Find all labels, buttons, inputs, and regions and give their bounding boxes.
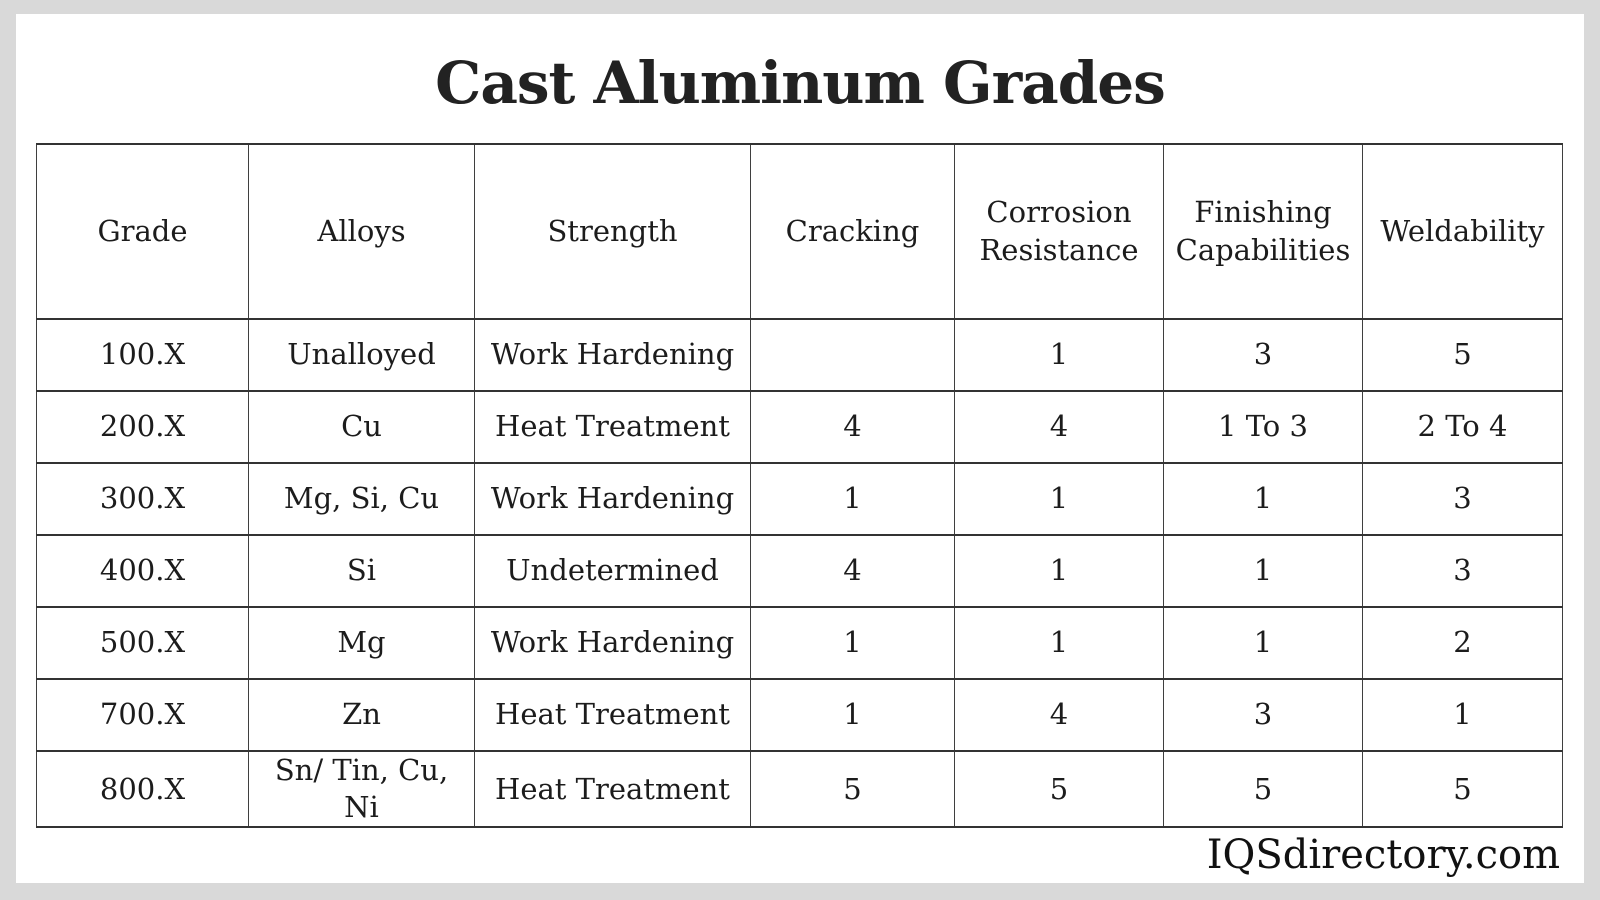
table-cell: 800.X <box>36 749 249 829</box>
table-cell: Zn <box>248 678 475 752</box>
table-cell: 2 <box>1362 606 1563 680</box>
watermark: IQSdirectory.com <box>1206 832 1560 878</box>
table-row: 700.X Zn Heat Treatment 1 4 3 1 <box>36 678 1563 752</box>
grades-table: Grade Alloys Strength Cracking Corrosion… <box>36 143 1563 829</box>
table-row: 400.X Si Undetermined 4 1 1 3 <box>36 534 1563 608</box>
table-cell: 5 <box>750 749 955 829</box>
table-cell <box>750 318 955 392</box>
table-cell: 200.X <box>36 390 249 464</box>
table-cell: Sn/ Tin, Cu, Ni <box>248 749 475 829</box>
table-cell: 3 <box>1163 318 1363 392</box>
table-cell: 1 <box>750 606 955 680</box>
page-title: Cast Aluminum Grades <box>435 49 1166 117</box>
table-cell: 1 <box>954 318 1164 392</box>
table-cell: 4 <box>750 390 955 464</box>
table-cell: 4 <box>750 534 955 608</box>
table-cell: 500.X <box>36 606 249 680</box>
table-header-row: Grade Alloys Strength Cracking Corrosion… <box>36 143 1563 320</box>
table-cell: Undetermined <box>474 534 751 608</box>
table-cell: 1 <box>750 462 955 536</box>
table-cell: 2 To 4 <box>1362 390 1563 464</box>
table-cell: 100.X <box>36 318 249 392</box>
table-cell: 300.X <box>36 462 249 536</box>
table-cell: Work Hardening <box>474 462 751 536</box>
table-row: 500.X Mg Work Hardening 1 1 1 2 <box>36 606 1563 680</box>
table-cell: 1 <box>954 534 1164 608</box>
table-row: 100.X Unalloyed Work Hardening 1 3 5 <box>36 318 1563 392</box>
table-cell: Work Hardening <box>474 318 751 392</box>
table-cell: 1 <box>1362 678 1563 752</box>
table-cell: 5 <box>1362 318 1563 392</box>
table-cell: 1 <box>954 606 1164 680</box>
table-cell: 400.X <box>36 534 249 608</box>
table-row: 800.X Sn/ Tin, Cu, Ni Heat Treatment 5 5 5 5 <box>36 749 1563 829</box>
table-cell: 5 <box>1163 749 1363 829</box>
column-header-strength: Strength <box>474 143 751 320</box>
table-cell: 4 <box>954 390 1164 464</box>
table-cell: Cu <box>248 390 475 464</box>
table-cell: 1 To 3 <box>1163 390 1363 464</box>
page: Cast Aluminum Grades Grade Alloys Streng… <box>16 14 1584 883</box>
grades-table-body: 100.X Unalloyed Work Hardening 1 3 5 200.X Cu He… <box>36 318 1563 829</box>
table-cell: 3 <box>1362 534 1563 608</box>
table-cell: 3 <box>1163 678 1363 752</box>
table-cell: Mg <box>248 606 475 680</box>
table-cell: 1 <box>750 678 955 752</box>
table-cell: 4 <box>954 678 1164 752</box>
table-cell: Si <box>248 534 475 608</box>
column-header-cracking: Cracking <box>750 143 955 320</box>
table-cell: Heat Treatment <box>474 749 751 829</box>
column-header-finishing-capabilities: Finishing Capabilities <box>1163 143 1363 320</box>
table-cell: 1 <box>954 462 1164 536</box>
column-header-corrosion-resistance: Corrosion Resistance <box>954 143 1164 320</box>
column-header-weldability: Weldability <box>1362 143 1563 320</box>
table-cell: 700.X <box>36 678 249 752</box>
table-row: 300.X Mg, Si, Cu Work Hardening 1 1 1 3 <box>36 462 1563 536</box>
table-cell: 5 <box>1362 749 1563 829</box>
table-cell: Mg, Si, Cu <box>248 462 475 536</box>
column-header-alloys: Alloys <box>248 143 475 320</box>
column-header-grade: Grade <box>36 143 249 320</box>
table-cell: 1 <box>1163 606 1363 680</box>
table-cell: Heat Treatment <box>474 678 751 752</box>
table-cell: Work Hardening <box>474 606 751 680</box>
table-cell: 5 <box>954 749 1164 829</box>
table-cell: Unalloyed <box>248 318 475 392</box>
table-cell: 3 <box>1362 462 1563 536</box>
table-cell: 1 <box>1163 534 1363 608</box>
table-cell: Heat Treatment <box>474 390 751 464</box>
table-cell: 1 <box>1163 462 1363 536</box>
